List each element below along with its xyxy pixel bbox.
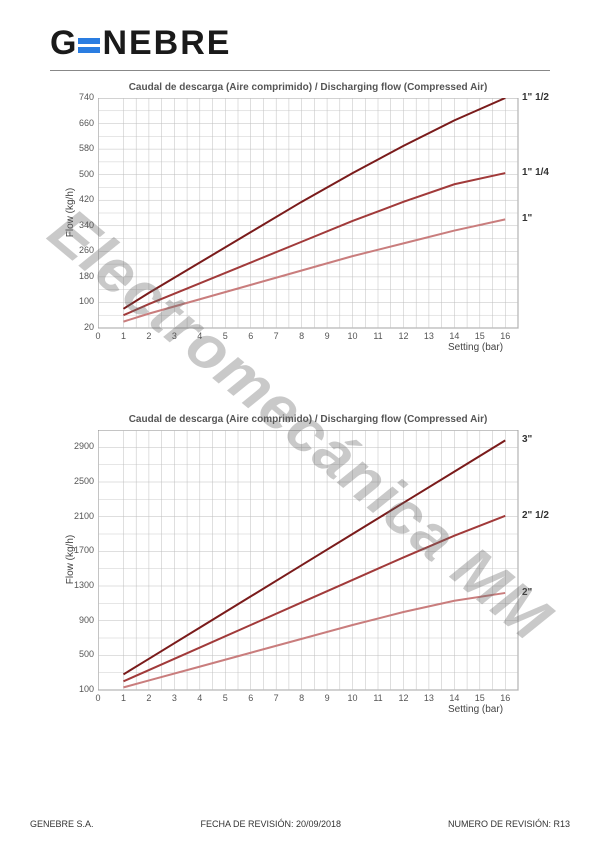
y-tick: 500 [64, 169, 94, 179]
x-tick: 5 [223, 331, 228, 341]
chart2-title: Caudal de descarga (Aire comprimido) / D… [98, 414, 518, 425]
chart2 [98, 430, 520, 692]
x-tick: 11 [373, 331, 382, 341]
y-tick: 420 [64, 194, 94, 204]
x-tick: 10 [348, 693, 358, 703]
x-tick: 11 [373, 693, 382, 703]
x-tick: 0 [95, 693, 100, 703]
footer-right: NUMERO DE REVISIÓN: R13 [448, 819, 570, 829]
footer: GENEBRE S.A. FECHA DE REVISIÓN: 20/09/20… [30, 819, 570, 829]
y-tick: 2900 [64, 441, 94, 451]
x-tick: 2 [146, 693, 151, 703]
chart2-y-label: Flow (kg/h) [65, 535, 76, 584]
x-tick: 16 [500, 693, 510, 703]
x-tick: 6 [248, 693, 253, 703]
y-tick: 100 [64, 684, 94, 694]
x-tick: 1 [121, 331, 126, 341]
x-tick: 0 [95, 331, 100, 341]
x-tick: 3 [172, 693, 177, 703]
x-tick: 15 [475, 331, 485, 341]
chart1 [98, 98, 520, 330]
x-tick: 4 [197, 693, 202, 703]
x-tick: 5 [223, 693, 228, 703]
x-tick: 7 [274, 693, 279, 703]
y-tick: 2100 [64, 511, 94, 521]
logo-letter-g: G [50, 24, 78, 62]
x-tick: 1 [121, 693, 126, 703]
y-tick: 2500 [64, 476, 94, 486]
page: G NEBRE Caudal de descarga (Aire comprimi… [0, 0, 600, 849]
series-label: 1" [522, 213, 532, 224]
y-tick: 580 [64, 143, 94, 153]
y-tick: 340 [64, 220, 94, 230]
series-label: 1" 1/4 [522, 167, 549, 178]
logo-bars-icon [78, 35, 100, 56]
x-tick: 13 [424, 331, 434, 341]
x-tick: 3 [172, 331, 177, 341]
x-tick: 7 [274, 331, 279, 341]
x-tick: 8 [299, 693, 304, 703]
chart2-x-label: Setting (bar) [448, 704, 503, 715]
y-tick: 740 [64, 92, 94, 102]
x-tick: 16 [500, 331, 510, 341]
series-label: 1" 1/2 [522, 92, 549, 103]
y-tick: 1300 [64, 580, 94, 590]
footer-center: FECHA DE REVISIÓN: 20/09/2018 [200, 819, 341, 829]
y-tick: 1700 [64, 545, 94, 555]
x-tick: 10 [348, 331, 358, 341]
chart1-title: Caudal de descarga (Aire comprimido) / D… [98, 82, 518, 93]
x-tick: 15 [475, 693, 485, 703]
x-tick: 6 [248, 331, 253, 341]
series-label: 3" [522, 434, 532, 445]
x-tick: 4 [197, 331, 202, 341]
y-tick: 260 [64, 245, 94, 255]
y-tick: 500 [64, 649, 94, 659]
x-tick: 9 [325, 331, 330, 341]
x-tick: 9 [325, 693, 330, 703]
brand-logo: G NEBRE [50, 24, 231, 63]
x-tick: 14 [449, 331, 459, 341]
x-tick: 8 [299, 331, 304, 341]
header-divider [50, 70, 550, 71]
x-tick: 12 [398, 331, 408, 341]
series-label: 2" 1/2 [522, 510, 549, 521]
y-tick: 100 [64, 296, 94, 306]
x-tick: 12 [398, 693, 408, 703]
footer-left: GENEBRE S.A. [30, 819, 94, 829]
series-label: 2" [522, 587, 532, 598]
chart1-x-label: Setting (bar) [448, 342, 503, 353]
y-tick: 660 [64, 118, 94, 128]
x-tick: 2 [146, 331, 151, 341]
logo-text-rest: NEBRE [102, 24, 231, 62]
x-tick: 14 [449, 693, 459, 703]
x-tick: 13 [424, 693, 434, 703]
y-tick: 180 [64, 271, 94, 281]
y-tick: 900 [64, 615, 94, 625]
y-tick: 20 [64, 322, 94, 332]
